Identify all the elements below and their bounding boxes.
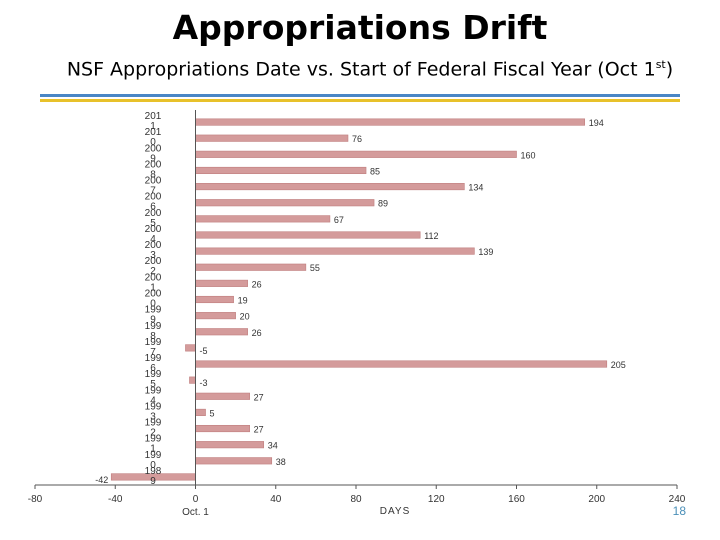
bar-2007 bbox=[195, 183, 465, 191]
bar-2010 bbox=[195, 134, 349, 142]
bar-2004 bbox=[195, 231, 421, 239]
data-label-2006: 89 bbox=[378, 199, 388, 209]
data-label-2004: 112 bbox=[424, 231, 438, 241]
bar-2011 bbox=[195, 118, 586, 126]
bar-1992 bbox=[195, 424, 250, 433]
data-label-1994: 27 bbox=[254, 392, 264, 402]
x-tick-label-80: 80 bbox=[350, 494, 362, 505]
bar-2006 bbox=[195, 199, 375, 207]
data-label-1993: 5 bbox=[210, 408, 215, 418]
data-label-2010: 76 bbox=[352, 134, 362, 144]
page-number: 18 bbox=[672, 504, 686, 518]
data-label-2002: 55 bbox=[310, 263, 320, 273]
bar-2002 bbox=[195, 263, 307, 271]
category-label-2000: 200 0 bbox=[145, 289, 162, 310]
data-label-2009: 160 bbox=[521, 150, 536, 160]
data-label-1999: 20 bbox=[240, 312, 250, 322]
category-label-2002: 200 2 bbox=[145, 256, 162, 277]
bar-1996 bbox=[195, 360, 608, 368]
category-label-1997: 199 7 bbox=[145, 337, 162, 358]
category-label-1991: 199 1 bbox=[145, 434, 162, 455]
bar-1994 bbox=[195, 392, 250, 400]
bar-1997 bbox=[185, 344, 196, 352]
header-rule-blue bbox=[40, 94, 680, 97]
bar-2003 bbox=[195, 247, 475, 255]
bar-1999 bbox=[195, 312, 236, 320]
zero-sublabel: Oct. 1 bbox=[182, 507, 209, 518]
header-rule-yellow bbox=[40, 99, 680, 102]
x-tick-label-40: 40 bbox=[270, 494, 282, 505]
bar-2009 bbox=[195, 150, 517, 158]
category-label-2004: 200 4 bbox=[145, 224, 162, 245]
category-label-2011: 201 1 bbox=[145, 111, 162, 132]
x-tick-label-160: 160 bbox=[508, 494, 525, 505]
category-label-1989: 198 9 bbox=[145, 466, 162, 487]
data-label-2003: 139 bbox=[478, 247, 493, 257]
category-label-2010: 201 0 bbox=[145, 127, 162, 148]
bar-2005 bbox=[195, 215, 331, 223]
x-tick-label--80: -80 bbox=[28, 494, 43, 505]
page-subtitle: NSF Appropriations Date vs. Start of Fed… bbox=[0, 58, 720, 80]
x-tick-label-0: 0 bbox=[193, 494, 199, 505]
category-label-2007: 200 7 bbox=[145, 176, 162, 197]
bar-1990 bbox=[195, 457, 273, 465]
category-label-2008: 200 8 bbox=[145, 159, 162, 180]
bar-2000 bbox=[195, 295, 234, 304]
data-label-1998: 26 bbox=[252, 328, 262, 338]
category-label-2009: 200 9 bbox=[145, 143, 162, 164]
category-label-1992: 199 2 bbox=[145, 418, 162, 439]
data-label-1996: 205 bbox=[611, 360, 626, 370]
category-label-2005: 200 5 bbox=[145, 208, 162, 229]
data-label-1991: 34 bbox=[268, 441, 278, 451]
category-label-1999: 199 9 bbox=[145, 305, 162, 326]
category-label-2001: 200 1 bbox=[145, 272, 162, 293]
data-label-1990: 38 bbox=[276, 457, 286, 467]
data-label-2008: 85 bbox=[370, 166, 380, 176]
data-label-2007: 134 bbox=[468, 183, 483, 193]
x-tick-label-200: 200 bbox=[588, 494, 605, 505]
subtitle-superscript: st bbox=[655, 58, 666, 71]
bar-2008 bbox=[195, 166, 367, 175]
page-title: Appropriations Drift bbox=[172, 8, 548, 47]
category-label-1998: 199 8 bbox=[145, 321, 162, 342]
bar-2001 bbox=[195, 279, 248, 287]
bar-1993 bbox=[195, 408, 206, 416]
data-label-1997: -5 bbox=[200, 346, 208, 356]
category-label-1995: 199 5 bbox=[145, 369, 162, 390]
category-label-1996: 199 6 bbox=[145, 353, 162, 374]
data-label-2000: 19 bbox=[238, 296, 248, 306]
data-label-1989: -42 bbox=[95, 475, 108, 485]
data-label-2001: 26 bbox=[252, 279, 262, 289]
x-tick-label-120: 120 bbox=[428, 494, 445, 505]
bar-1998 bbox=[195, 328, 248, 336]
data-label-1992: 27 bbox=[254, 425, 264, 435]
x-tick-label--40: -40 bbox=[108, 494, 123, 505]
data-label-1995: -3 bbox=[200, 378, 208, 388]
category-label-2003: 200 3 bbox=[145, 240, 162, 261]
category-label-1993: 199 3 bbox=[145, 401, 162, 422]
bar-1995 bbox=[189, 376, 196, 384]
bar-1991 bbox=[195, 441, 265, 449]
category-label-1994: 199 4 bbox=[145, 385, 162, 406]
category-label-1990: 199 0 bbox=[145, 450, 162, 471]
category-label-2006: 200 6 bbox=[145, 192, 162, 213]
subtitle-close: ) bbox=[665, 58, 674, 81]
x-tick-label-240: 240 bbox=[669, 494, 686, 505]
data-label-2005: 67 bbox=[334, 215, 344, 225]
x-axis-title: DAYS bbox=[380, 506, 411, 517]
data-label-2011: 194 bbox=[589, 118, 604, 128]
subtitle-text: NSF Appropriations Date vs. Start of Fed… bbox=[66, 58, 656, 81]
